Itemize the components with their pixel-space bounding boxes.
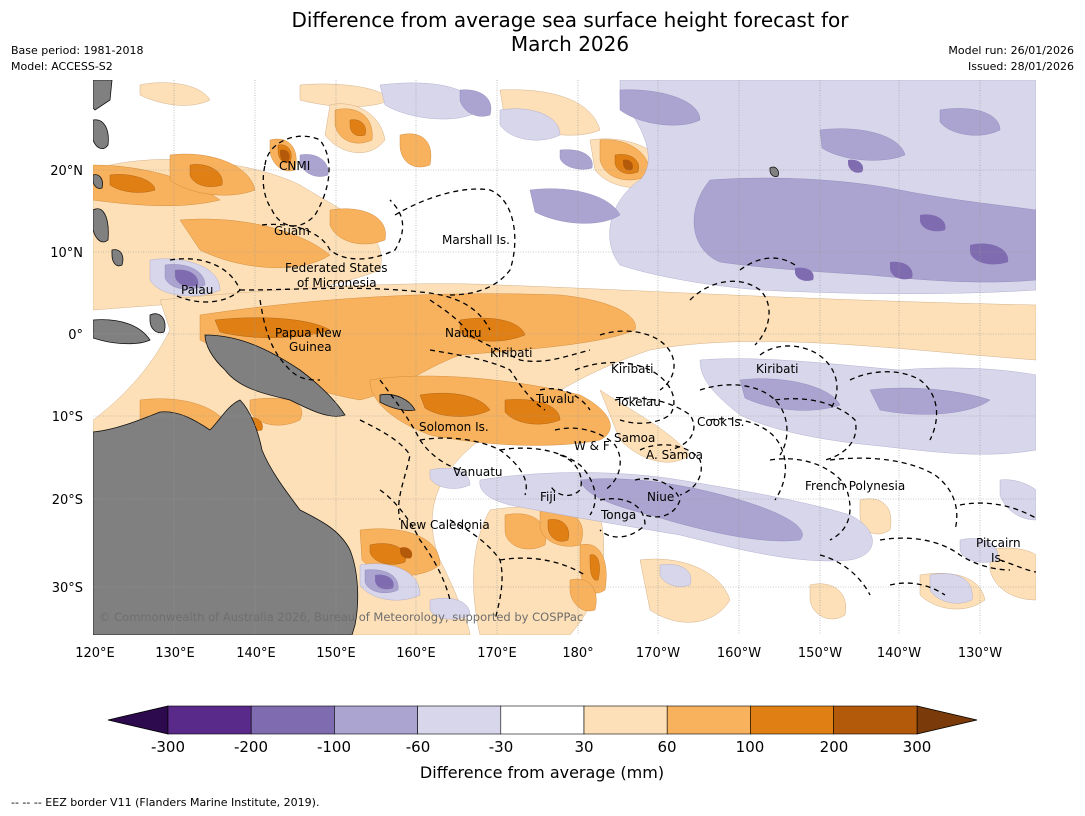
- landmass: [93, 80, 779, 635]
- label-kiribati-east: Kiribati: [756, 362, 798, 376]
- label-palau: Palau: [181, 283, 213, 297]
- lat-tick: 30°S: [52, 581, 83, 596]
- lon-tick-labels: 120°E 130°E 140°E 150°E 160°E 170°E 180°…: [75, 646, 1002, 661]
- lon-tick: 150°W: [798, 646, 842, 661]
- model-run: Model run: 26/01/2026: [948, 44, 1074, 57]
- colorbar-tick: 200: [820, 738, 849, 756]
- colorbar-ticks: -300 -200 -100 -60 -30 30 60 100 200 300: [151, 738, 931, 756]
- anomaly-200-300: [280, 149, 633, 559]
- model-name: Model: ACCESS-S2: [11, 60, 113, 73]
- map-panel: CNMI Guam Marshall Is. Federated States …: [93, 80, 1036, 635]
- label-solomon: Solomon Is.: [419, 420, 489, 434]
- label-fsm-1: Federated States: [285, 261, 387, 275]
- label-kiribati-west: Kiribati: [490, 346, 532, 360]
- colorbar-tick: 100: [736, 738, 765, 756]
- lat-tick: 20°N: [50, 164, 83, 179]
- lon-tick: 120°E: [75, 646, 115, 661]
- colorbar-bin: [417, 705, 502, 735]
- graticule: [93, 80, 1036, 635]
- colorbar-bin: [167, 705, 252, 735]
- label-tonga: Tonga: [600, 508, 636, 522]
- lat-tick-labels: 20°N 10°N 0° 10°S 20°S 30°S: [50, 164, 83, 596]
- colorbar-tick: 300: [903, 738, 932, 756]
- colorbar-bin: [666, 705, 751, 735]
- label-cook: Cook Is.: [697, 415, 744, 429]
- lat-tick: 10°S: [52, 410, 83, 425]
- label-niue: Niue: [647, 490, 674, 504]
- colorbar-tick: -200: [234, 738, 268, 756]
- colorbar-bin: [250, 705, 335, 735]
- lon-tick: 170°E: [477, 646, 517, 661]
- eez-borders: [169, 135, 1036, 621]
- lat-tick: 0°: [68, 328, 83, 343]
- lat-tick: 20°S: [52, 493, 83, 508]
- label-png-2: Guinea: [289, 340, 332, 354]
- colorbar-bin: [500, 705, 585, 735]
- label-tokelau: Tokelau: [615, 395, 661, 409]
- label-vanuatu: Vanuatu: [453, 465, 503, 479]
- colorbar-tick: -60: [406, 738, 431, 756]
- issued-date: Issued: 28/01/2026: [967, 60, 1074, 73]
- colorbar-title: Difference from average (mm): [420, 763, 664, 782]
- colorbar-tick: -30: [489, 738, 514, 756]
- lon-tick: 140°E: [236, 646, 276, 661]
- lon-tick: 170°W: [636, 646, 680, 661]
- lon-tick: 160°E: [396, 646, 436, 661]
- label-cnmi: CNMI: [279, 159, 310, 173]
- colorbar-bin: [833, 705, 918, 735]
- label-png-1: Papua New: [275, 326, 342, 340]
- lon-tick: 140°W: [877, 646, 921, 661]
- lon-tick: 180°: [562, 646, 593, 661]
- colorbar-over-arrow: [916, 705, 978, 735]
- copyright-notice: © Commonwealth of Australia 2026, Bureau…: [99, 610, 583, 624]
- colorbar-under-arrow: [107, 705, 169, 735]
- label-fiji: Fiji: [540, 490, 556, 504]
- label-american-samoa: A. Samoa: [646, 448, 703, 462]
- meta-left: Base period: 1981-2018 Model: ACCESS-S2: [11, 43, 143, 75]
- label-marshall: Marshall Is.: [442, 233, 510, 247]
- eez-legend: -- -- -- EEZ border V11 (Flanders Marine…: [11, 796, 320, 809]
- label-french-polynesia: French Polynesia: [805, 479, 905, 493]
- lon-tick: 130°W: [958, 646, 1002, 661]
- anomaly-neg100-200: [175, 159, 1009, 590]
- label-new-caledonia: New Caledonia: [400, 518, 490, 532]
- label-fsm-2: of Micronesia: [297, 276, 377, 290]
- label-pitcairn-1: Pitcairn: [976, 536, 1021, 550]
- map-title: Difference from average sea surface heig…: [0, 8, 1085, 56]
- meta-right: Model run: 26/01/2026 Issued: 28/01/2026: [948, 43, 1074, 75]
- title-line-1: Difference from average sea surface heig…: [291, 8, 849, 32]
- lon-tick: 150°E: [316, 646, 356, 661]
- label-nauru: Nauru: [445, 326, 481, 340]
- colorbar-tick: -100: [317, 738, 351, 756]
- colorbar-tick: 30: [574, 738, 593, 756]
- colorbar: -300 -200 -100 -60 -30 30 60 100 200 300…: [107, 705, 978, 782]
- colorbar-bin: [334, 705, 418, 735]
- base-period: Base period: 1981-2018: [11, 44, 144, 57]
- label-guam: Guam: [274, 224, 310, 238]
- place-labels: CNMI Guam Marshall Is. Federated States …: [181, 159, 1021, 565]
- anomaly-neg60-100: [164, 89, 1036, 593]
- label-samoa: Samoa: [614, 431, 655, 445]
- colorbar-bin: [583, 705, 668, 735]
- title-line-2: March 2026: [510, 32, 630, 56]
- label-kiribati-central: Kiribati: [611, 362, 653, 376]
- lat-tick: 10°N: [50, 246, 83, 261]
- colorbar-tick: -300: [151, 738, 185, 756]
- label-tuvalu: Tuvalu: [535, 392, 575, 406]
- label-pitcairn-2: Is.: [991, 551, 1005, 565]
- colorbar-bin: [750, 705, 834, 735]
- colorbar-tick: 60: [657, 738, 676, 756]
- lon-tick: 160°W: [717, 646, 761, 661]
- label-wallis-futuna: W & F: [574, 439, 610, 453]
- lon-tick: 130°E: [155, 646, 195, 661]
